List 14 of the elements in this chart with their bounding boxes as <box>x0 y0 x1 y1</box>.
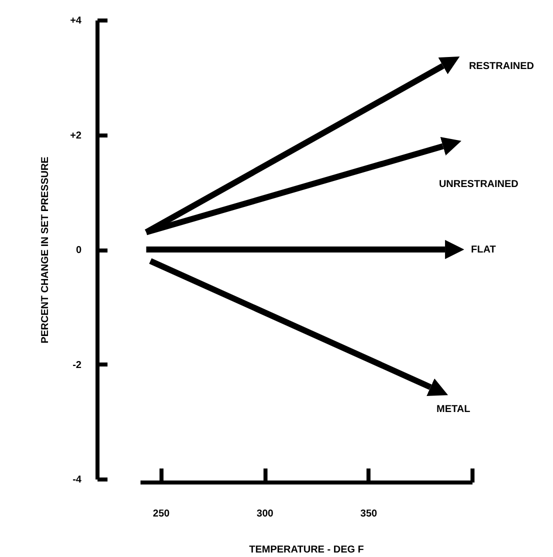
y-tick-label: 0 <box>76 245 82 256</box>
x-tick-label: 250 <box>152 508 170 520</box>
x-tick-label: 350 <box>360 508 378 520</box>
x-tick-label: 300 <box>256 508 274 520</box>
y-tick-label: +2 <box>70 130 82 142</box>
x-axis-title: TEMPERATURE - DEG F <box>249 544 364 556</box>
y-axis-title: PERCENT CHANGE IN SET PRESSURE <box>40 156 52 344</box>
y-tick-label: -4 <box>72 474 82 486</box>
series-label: METAL <box>436 404 470 416</box>
y-tick-label: +4 <box>70 16 82 26</box>
y-tick-label: -2 <box>72 360 82 371</box>
text: UNRESTRAINED <box>438 179 518 190</box>
text: FLAT <box>471 244 496 256</box>
text: RESTRAINED <box>468 60 534 72</box>
